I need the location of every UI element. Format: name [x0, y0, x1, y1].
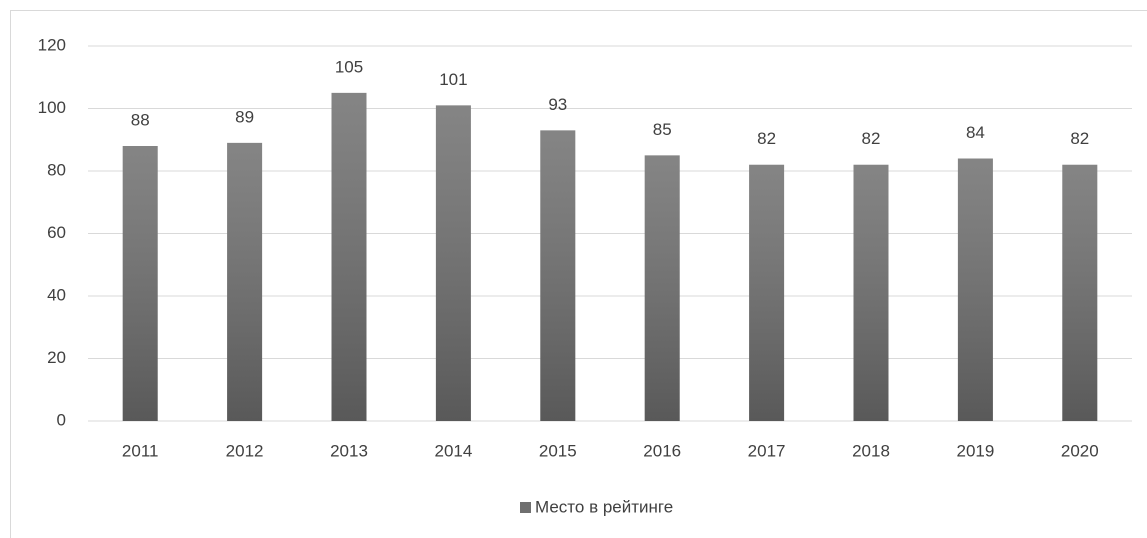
bar-shade: [853, 164, 889, 421]
bar-shade: [644, 155, 680, 421]
x-tick-label: 2015: [539, 441, 577, 460]
data-label: 101: [439, 70, 467, 89]
legend-swatch: [520, 502, 531, 513]
x-tick-label: 2019: [956, 441, 994, 460]
y-tick-label: 100: [38, 98, 66, 117]
data-label: 89: [235, 107, 254, 126]
x-tick-label: 2014: [434, 441, 472, 460]
x-tick-label: 2017: [748, 441, 786, 460]
data-label: 82: [1070, 129, 1089, 148]
bar-shade: [122, 146, 158, 421]
y-tick-label: 20: [47, 348, 66, 367]
x-tick-label: 2016: [643, 441, 681, 460]
x-tick-label: 2011: [122, 441, 159, 460]
x-tick-label: 2013: [330, 441, 368, 460]
data-label: 82: [757, 129, 776, 148]
x-tick-label: 2020: [1061, 441, 1099, 460]
chart-border: [10, 10, 1147, 538]
bar-shade: [435, 105, 471, 421]
data-label: 93: [548, 95, 567, 114]
y-tick-label: 40: [47, 285, 66, 304]
y-tick-label: 80: [47, 160, 66, 179]
bar-shade: [227, 142, 263, 421]
data-label: 85: [653, 120, 672, 139]
x-tick-label: 2018: [852, 441, 890, 460]
data-label: 82: [862, 129, 881, 148]
bar-shade: [957, 158, 993, 421]
data-label: 88: [131, 110, 150, 129]
bar-shade: [331, 92, 367, 421]
legend-label: Место в рейтинге: [535, 497, 673, 516]
y-tick-label: 0: [57, 410, 66, 429]
x-tick-label: 2012: [226, 441, 264, 460]
bar-shade: [749, 164, 785, 421]
data-label: 105: [335, 57, 363, 76]
data-label: 84: [966, 123, 985, 142]
bar-shade: [1062, 164, 1098, 421]
bar-shade: [540, 130, 576, 421]
y-tick-label: 120: [38, 35, 66, 54]
y-tick-label: 60: [47, 223, 66, 242]
